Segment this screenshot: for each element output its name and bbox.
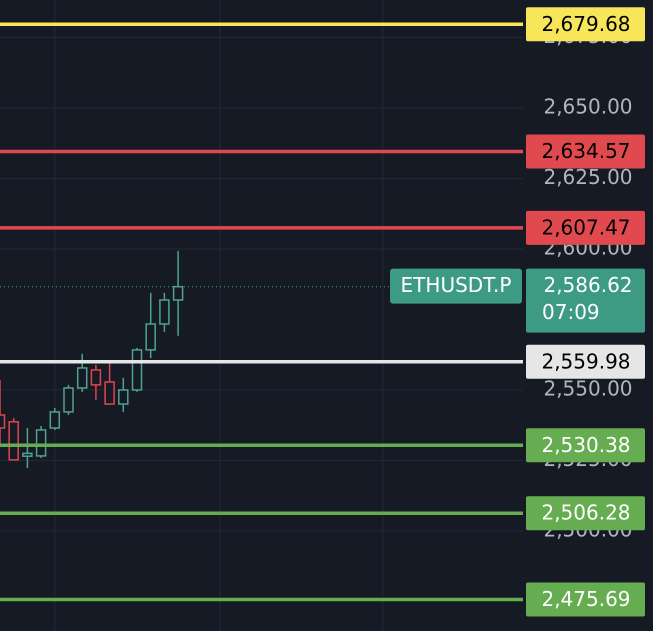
level-label-box: [526, 344, 645, 379]
level-label: 2,530.38: [541, 433, 630, 457]
last-price-label: 2,586.62: [543, 273, 632, 297]
y-tick-label: 2,625.00: [543, 165, 632, 189]
level-label-box: [526, 210, 645, 245]
symbol-box: [390, 268, 522, 304]
y-tick-label: 2,650.00: [543, 94, 632, 118]
level-label: 2,559.98: [541, 349, 630, 373]
candle-body: [172, 285, 184, 301]
candle-body: [49, 411, 61, 429]
candle-body: [0, 414, 6, 429]
candle-body: [35, 429, 47, 457]
candle-body: [159, 299, 170, 325]
candle-body: [8, 421, 19, 461]
y-tick-label: 2,550.00: [543, 376, 632, 400]
level-label-box: [526, 582, 645, 617]
level-label: 2,634.57: [541, 139, 630, 163]
candle-body: [22, 452, 33, 457]
level-label: 2,475.69: [541, 587, 630, 611]
level-label-box: [526, 134, 645, 169]
level-label: 2,506.28: [541, 501, 630, 525]
level-label-box: [526, 7, 645, 42]
countdown-label: 07:09: [542, 300, 600, 324]
candle-body: [90, 369, 102, 386]
level-label: 2,607.47: [541, 215, 630, 239]
candle-body: [76, 367, 88, 389]
level-label: 2,679.68: [541, 12, 630, 36]
level-label-box: [526, 428, 645, 463]
candle-body: [104, 381, 115, 405]
candle-body: [63, 387, 74, 413]
symbol-label: ETHUSDT.P: [401, 273, 512, 297]
level-label-box: [526, 496, 645, 531]
candle-body: [131, 349, 143, 391]
candle-body: [118, 389, 129, 405]
last-price-box: [526, 268, 645, 333]
candle-body: [145, 323, 156, 351]
